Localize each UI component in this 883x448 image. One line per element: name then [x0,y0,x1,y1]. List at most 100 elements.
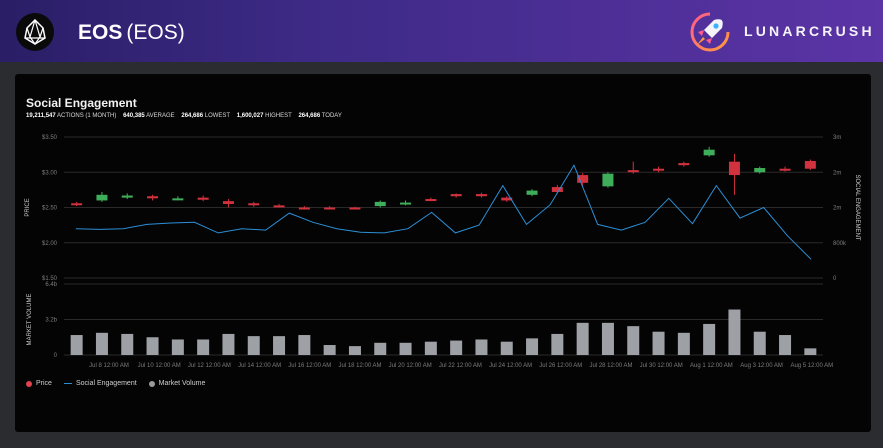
volume-bar [677,332,690,355]
x-tick-label: Aug 1 12:00 AM [690,363,733,369]
price-candle [172,198,184,201]
price-candle [349,207,361,210]
x-tick-label: Jul 30 12:00 AM [640,363,683,369]
volume-bar [222,333,235,355]
social-tick-label: 2m [833,170,841,176]
volume-bar [374,342,387,355]
price-candle [197,197,209,200]
volume-bar [551,333,564,355]
volume-bar [171,339,184,355]
stat-actions-value: 19,211,547 [26,113,56,119]
volume-tick-label: 0 [54,353,58,359]
legend-item-price[interactable]: Price [26,380,52,387]
x-tick-label: Aug 5 12:00 AM [790,363,833,369]
legend-item-market-volume[interactable]: Market Volume [148,380,206,387]
price-candle [551,187,563,192]
price-candle [475,194,487,197]
volume-bar [526,338,539,355]
stat-highest-value: 1,600,027 [236,113,264,119]
price-candle [248,203,260,206]
price-candle [273,205,285,208]
price-tick-label: $2.50 [42,206,58,212]
coin-symbol: (EOS) [126,21,185,44]
price-candle [425,199,437,202]
social-tick-label: 2m [833,206,841,212]
stat-actions-label: ACTIONS (1 MONTH) [57,113,117,119]
price-tick-label: $1.50 [42,276,58,282]
volume-bar [121,333,134,355]
volume-bar [779,335,792,355]
x-tick-label: Jul 10 12:00 AM [138,363,181,369]
rocket-logo-icon[interactable] [688,10,732,54]
price-candle [400,202,412,205]
stat-today-label: TODAY [321,113,342,119]
legend-price-swatch [26,380,32,387]
chart-title: Social Engagement [26,96,137,110]
social-tick-label: 3m [833,135,841,141]
x-tick-label: Jul 26 12:00 AM [539,363,582,369]
social-tick-label: 0 [833,276,837,282]
price-tick-label: $3.50 [42,135,58,141]
volume-bar [576,322,589,355]
chart-legend: Price Social Engagement Market Volume [26,380,217,387]
x-tick-label: Jul 14 12:00 AM [238,363,281,369]
volume-bar [804,348,817,355]
volume-tick-label: 3.2b [45,318,57,324]
volume-bar [399,342,412,355]
volume-bar [273,336,286,355]
volume-bar [70,335,83,355]
volume-bar [323,345,336,355]
legend-volume-label: Market Volume [158,380,206,387]
price-tick-label: $3.00 [42,170,58,176]
volume-bar [95,332,108,355]
price-candle [627,170,639,173]
social-engagement-chart[interactable]: $3.50 $3.00 $2.50 $2.00 $1.50 3m 2m 2m 800k 0 6.4b… [15,74,871,374]
x-tick-label: Jul 16 12:00 AM [288,363,331,369]
volume-bar [197,339,210,355]
brand-name[interactable]: LUNARCRUSH [744,23,875,39]
price-candle [374,201,386,207]
x-tick-label: Aug 3 12:00 AM [740,363,783,369]
price-candle [754,168,766,173]
volume-axis-title: MARKET VOLUME [27,294,33,346]
header-bar: EOS (EOS) LUNARCRUSH [0,0,883,62]
stat-average-label: AVERAGE [146,113,175,119]
price-axis-title: PRICE [25,198,31,216]
social-axis-title: SOCIAL ENGAGEMENT [854,174,860,240]
legend-social-label: Social Engagement [75,380,137,387]
volume-bar [298,335,311,355]
volume-bar [424,341,437,355]
price-tick-label: $2.00 [42,241,58,247]
price-candle [577,175,589,183]
volume-bar [728,309,741,355]
volume-bar [703,323,716,355]
stat-lowest-label: LOWEST [204,113,231,119]
price-candle [96,194,108,201]
legend-item-social-engagement[interactable]: Social Engagement [63,380,137,387]
x-tick-label: Jul 24 12:00 AM [489,363,532,369]
x-tick-label: Jul 20 12:00 AM [389,363,432,369]
price-candle [804,160,816,169]
price-candle [147,196,159,199]
volume-bar [627,326,640,355]
volume-bar [601,322,614,355]
price-candle [324,207,336,210]
volume-bar [146,337,159,355]
volume-tick-label: 6.4b [45,282,57,288]
social-engagement-card: Social Engagement 19,211,547 ACTIONS (1 … [15,74,871,432]
x-tick-label: Jul 18 12:00 AM [338,363,381,369]
volume-bar [475,339,488,355]
social-tick-label: 800k [833,241,847,247]
coin-name: EOS [78,21,123,44]
x-tick-label: Jul 22 12:00 AM [439,363,482,369]
price-candle [298,207,310,210]
price-candle [222,201,234,204]
price-candle [653,168,665,171]
eos-logo-icon [16,13,54,51]
price-candle [678,163,690,166]
stats-row: 19,211,547 ACTIONS (1 MONTH) 640,385 AVE… [26,113,342,119]
legend-volume-swatch [148,380,155,387]
price-candle [602,173,614,187]
x-tick-label: Jul 12 12:00 AM [188,363,231,369]
volume-bar [450,340,463,355]
